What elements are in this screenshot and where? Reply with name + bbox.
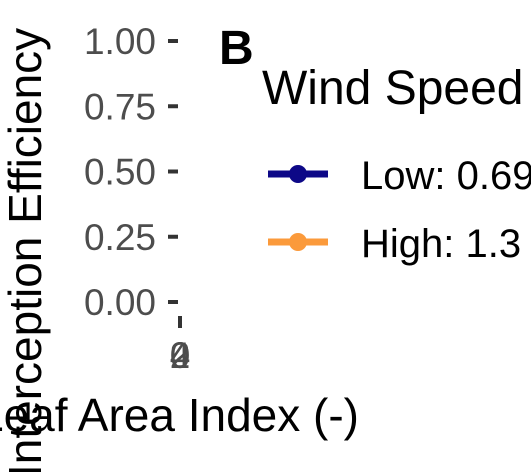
legend-key <box>268 165 328 183</box>
legend-label: High: 1.3 <box>361 222 521 266</box>
y-tick-label: 0.25 <box>84 217 156 258</box>
legend-point <box>289 233 307 251</box>
legend-point <box>289 165 307 183</box>
y-axis: 0.00 0.25 0.50 0.75 1.00 <box>84 21 178 323</box>
legend: Wind Speed Low: 0.69 High: 1.3 <box>262 62 531 266</box>
legend-title: Wind Speed <box>262 62 524 115</box>
panel-tag: B <box>219 22 254 75</box>
y-tick-label: 1.00 <box>84 21 156 62</box>
y-axis-title: Interception Efficiency <box>0 28 51 472</box>
x-axis-title: Leaf Area Index (-) <box>0 389 359 441</box>
legend-key <box>268 233 328 251</box>
x-axis: 024 <box>170 316 191 376</box>
x-tick-label: 0 <box>170 335 191 376</box>
y-tick-label: 0.75 <box>84 86 156 127</box>
x-tick-label: 2 <box>170 335 191 376</box>
x-tick-label: 4 <box>170 335 191 376</box>
legend-label: Low: 0.69 <box>361 154 531 198</box>
y-tick-label: 0.00 <box>84 282 156 323</box>
y-tick-label: 0.50 <box>84 152 156 193</box>
